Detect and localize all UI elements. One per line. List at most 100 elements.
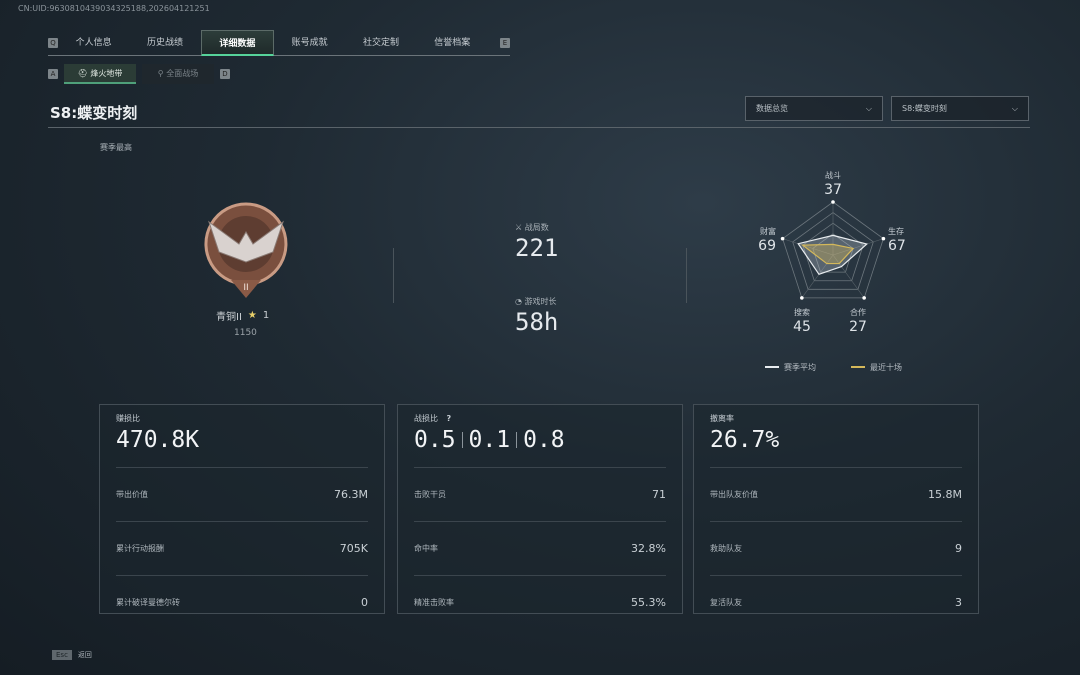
- divider: [48, 127, 1030, 128]
- radar-series-recent: [801, 243, 855, 265]
- data-type-dropdown[interactable]: 数据总览 ⌵: [745, 96, 883, 121]
- radar-value: 67: [888, 238, 906, 254]
- tab-achievements[interactable]: 账号成就: [291, 37, 328, 48]
- stat-value: 9: [955, 542, 962, 555]
- radar-axis-label: 搜索: [794, 307, 810, 317]
- kd-value: 0.5: [414, 427, 456, 453]
- rank-stars: 1: [262, 310, 270, 321]
- dropdown-value: 数据总览: [756, 104, 788, 113]
- help-icon[interactable]: ?: [446, 414, 452, 423]
- stat-value: 55.3%: [631, 596, 666, 609]
- stat-value: 71: [652, 488, 666, 501]
- tab-prev-key[interactable]: Q: [48, 37, 58, 48]
- radar-axis-label: 合作: [850, 307, 866, 317]
- stat-label: 击败干员: [414, 490, 446, 499]
- stat-value: 705K: [339, 542, 368, 555]
- radar-vertex: [862, 296, 866, 300]
- stat-row: 累计行动报酬 705K: [116, 521, 368, 575]
- stat-value: 0: [361, 596, 368, 609]
- subtab-prev-key[interactable]: A: [48, 69, 58, 79]
- stat-label: 带出价值: [116, 490, 148, 499]
- tab-history[interactable]: 历史战绩: [146, 37, 183, 48]
- legend-label: 赛季平均: [784, 362, 816, 372]
- subtab-next-key[interactable]: D: [220, 69, 230, 79]
- stat-label: 救助队友: [710, 544, 742, 553]
- radar-grid: [782, 201, 884, 299]
- tab-next-key[interactable]: E: [499, 37, 510, 48]
- crossed-swords-icon: ⚔: [515, 223, 523, 232]
- radar-axis: [832, 254, 865, 299]
- profit-card: 赚损比 470.8K 带出价值 76.3M 累计行动报酬 705K 累计破译曼德尔砖 0: [99, 404, 385, 614]
- season-best-label: 赛季最高: [100, 143, 132, 152]
- legend-label: 最近十场: [870, 362, 902, 372]
- stat-label: 复活队友: [710, 598, 742, 607]
- playtime-label: ◔ 游戏时长: [515, 296, 557, 307]
- stat-row: 累计破译曼德尔砖 0: [116, 575, 368, 629]
- card-label: 赚损比: [116, 414, 140, 423]
- chevron-down-icon: ⌵: [1011, 103, 1018, 113]
- separator: [516, 432, 518, 448]
- card-label: 撤离率: [710, 414, 734, 423]
- stat-row: 救助队友 9: [710, 521, 962, 575]
- stat-row: 带出价值 76.3M: [116, 467, 368, 521]
- rank-name: 青铜II: [216, 312, 242, 323]
- matches-value: 221: [515, 234, 559, 262]
- card-main-value: 470.8K: [116, 427, 200, 453]
- stat-label: 累计破译曼德尔砖: [116, 598, 180, 607]
- radar-vertex: [800, 296, 804, 300]
- divider: [393, 248, 394, 303]
- dropdown-value: S8:蝶变时刻: [902, 104, 947, 113]
- subtab-operations[interactable]: ⛑ 烽火地带: [64, 64, 136, 84]
- stat-label: 带出队友价值: [710, 490, 758, 499]
- radar-value: 27: [849, 319, 867, 335]
- stat-row: 精准击败率 55.3%: [414, 575, 666, 629]
- radar-axis: [782, 238, 834, 256]
- subtab-label: 全面战场: [166, 69, 199, 78]
- uid-text: CN:UID:9630810439034325188,202604121251: [18, 4, 210, 13]
- kd-value: 0.8: [523, 427, 565, 453]
- subtab-warfare[interactable]: ⚲ 全面战场: [142, 64, 214, 84]
- stat-row: 命中率 32.8%: [414, 521, 666, 575]
- tab-personal-info[interactable]: 个人信息: [75, 37, 112, 48]
- season-title: S8:蝶变时刻: [50, 104, 138, 122]
- stat-label: 精准击败率: [414, 598, 454, 607]
- stat-label: 命中率: [414, 544, 438, 553]
- chevron-down-icon: ⌵: [865, 103, 872, 113]
- stat-row: 复活队友 3: [710, 575, 962, 629]
- playtime-value: 58h: [515, 308, 559, 336]
- star-icon: ★: [247, 310, 257, 321]
- rank-medal-icon: II: [204, 202, 288, 298]
- card-main-value: 26.7%: [710, 427, 780, 453]
- rank-score: 1150: [234, 328, 257, 338]
- radar-vertex: [780, 236, 785, 241]
- radar-value: 45: [793, 319, 811, 335]
- tab-social[interactable]: 社交定制: [362, 37, 399, 48]
- matches-label: ⚔ 战局数: [515, 222, 549, 233]
- subtab-label: 烽火地带: [90, 69, 123, 78]
- radar-grid: [792, 212, 874, 290]
- sub-tabs: A ⛑ 烽火地带 ⚲ 全面战场 D: [48, 64, 230, 84]
- kd-card: 战损比 ? 0.5 0.1 0.8 击败干员 71 命中率 32.8% 精准击败率 55.3%: [397, 404, 683, 614]
- radar-vertex: [831, 200, 835, 204]
- stat-value: 3: [955, 596, 962, 609]
- stat-label: 累计行动报酬: [116, 544, 164, 553]
- card-label: 战损比: [414, 414, 438, 423]
- back-button[interactable]: Esc 返回: [52, 650, 92, 660]
- rank-badge-text: II: [243, 283, 248, 293]
- stat-value: 15.8M: [928, 488, 962, 501]
- radar-value: 37: [824, 182, 842, 198]
- main-tabs: Q 个人信息 历史战绩 详细数据 账号成就 社交定制 信誉档案 E: [48, 29, 510, 56]
- clock-icon: ◔: [515, 297, 522, 306]
- tab-credit[interactable]: 信誉档案: [434, 37, 471, 48]
- radar-axis-label: 战斗: [825, 170, 841, 180]
- extraction-card: 撤离率 26.7% 带出队友价值 15.8M 救助队友 9 复活队友 3: [693, 404, 979, 614]
- kd-value: 0.1: [468, 427, 511, 453]
- season-dropdown[interactable]: S8:蝶变时刻 ⌵: [891, 96, 1029, 121]
- stat-row: 击败干员 71: [414, 467, 666, 521]
- separator: [461, 432, 463, 448]
- esc-key: Esc: [52, 650, 72, 660]
- tab-detailed-data[interactable]: 详细数据: [200, 29, 274, 56]
- radar-value: 69: [758, 238, 776, 254]
- stat-value: 32.8%: [631, 542, 666, 555]
- back-label: 返回: [77, 651, 92, 659]
